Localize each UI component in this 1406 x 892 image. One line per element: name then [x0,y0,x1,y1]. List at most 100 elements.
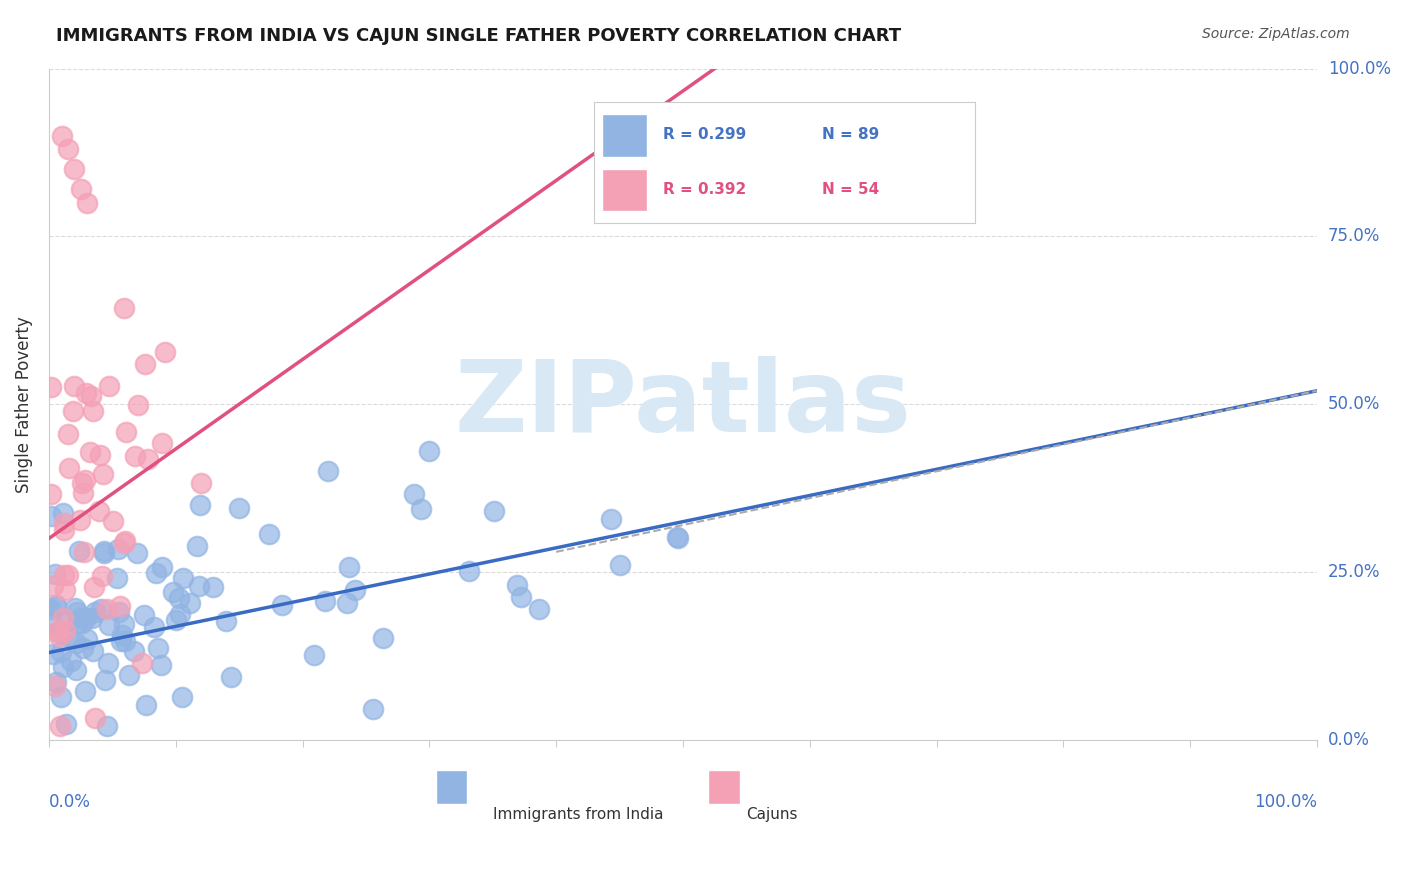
Point [45,598,67,612]
Point [56,426,79,441]
Point [302,648,325,662]
Point [172,571,194,585]
Text: ZIPatlas: ZIPatlas [454,356,911,453]
Point [153,345,176,359]
Point [69,513,91,527]
Point [107,542,129,557]
Point [127,398,149,412]
Point [83,580,105,594]
Point [219,670,242,684]
Point [167,591,190,605]
Point [52,507,75,521]
Point [45,674,67,689]
Point [98,618,121,632]
Point [146,640,169,655]
Point [314,593,336,607]
Point [48,629,70,643]
Point [58,567,80,582]
Point [215,614,238,628]
Point [337,560,360,574]
Point [170,690,193,705]
Point [52,516,75,530]
Point [228,500,250,515]
Point [122,644,145,658]
Point [150,436,173,450]
Text: 25.0%: 25.0% [1329,563,1381,581]
Point [93,546,115,560]
Point [52,611,75,625]
Point [134,357,156,371]
Point [666,531,689,545]
Point [105,571,128,585]
Point [39,487,62,501]
Point [66,605,89,619]
Point [108,605,131,619]
Point [41,579,63,593]
Point [110,633,132,648]
Point [108,599,131,613]
Point [41,615,63,630]
Point [187,579,209,593]
Point [90,602,112,616]
Point [52,660,75,674]
Point [457,564,479,578]
Point [39,602,62,616]
Point [76,632,98,646]
Point [169,607,191,621]
Point [56,142,79,156]
Point [93,467,115,482]
Point [82,404,104,418]
Point [65,601,87,615]
Point [53,583,76,598]
Point [53,568,76,582]
Point [271,598,294,612]
Y-axis label: Single Father Poverty: Single Father Poverty [15,316,32,492]
Point [188,498,211,512]
Text: 75.0%: 75.0% [1329,227,1381,245]
Point [402,486,425,500]
Point [510,590,533,604]
Point [69,611,91,625]
Point [336,596,359,610]
Point [162,585,184,599]
Point [55,716,77,731]
Point [72,486,94,500]
Text: 0.0%: 0.0% [49,794,91,812]
Point [93,543,115,558]
Point [96,719,118,733]
Point [418,444,440,458]
Point [97,657,120,671]
Point [73,545,96,559]
Text: 50.0%: 50.0% [1329,395,1381,413]
Point [69,182,91,196]
Point [179,596,201,610]
Point [46,624,69,639]
Point [44,679,66,693]
Point [79,445,101,459]
Point [150,560,173,574]
Point [124,449,146,463]
Point [39,508,62,523]
Point [55,615,77,629]
Point [96,602,118,616]
Point [58,461,80,475]
Point [190,475,212,490]
Point [186,539,208,553]
Point [143,620,166,634]
Point [73,683,96,698]
Point [89,449,111,463]
Point [371,632,394,646]
Point [70,615,93,630]
Point [59,654,82,668]
Point [506,577,529,591]
Point [165,613,187,627]
Point [49,719,72,733]
Point [145,566,167,580]
Point [63,162,86,177]
Point [97,379,120,393]
Point [41,647,63,661]
Point [84,606,107,620]
FancyBboxPatch shape [709,770,740,804]
Point [131,657,153,671]
Point [527,602,550,616]
